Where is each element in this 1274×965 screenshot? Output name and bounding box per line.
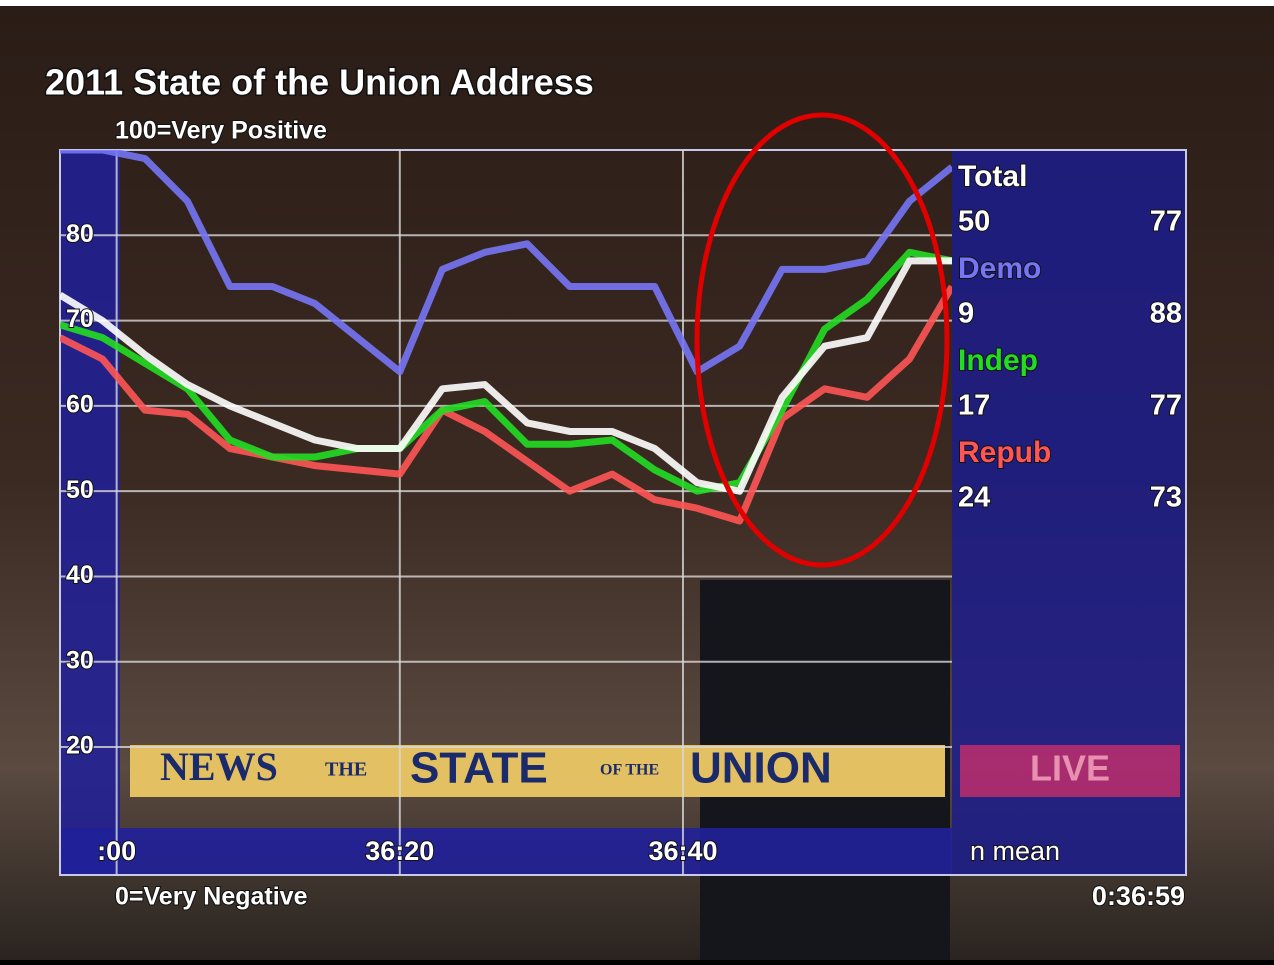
y-axis-strip <box>60 150 120 875</box>
x-axis-strip <box>60 828 952 875</box>
legend-stat: 9 <box>958 298 974 330</box>
legend-name: Indep <box>958 344 1038 377</box>
y-tick-label: 80 <box>66 220 94 248</box>
legend-stat: 50 <box>958 206 990 238</box>
legend-stat: 77 <box>1150 206 1182 238</box>
banner-text: OF THE <box>600 762 659 779</box>
legend-stat: 24 <box>958 482 990 514</box>
legend-name: Demo <box>958 252 1041 285</box>
live-label: LIVE <box>1030 748 1110 789</box>
y-tick-label: 70 <box>66 305 94 333</box>
x-tick-label: 36:20 <box>365 836 434 866</box>
y-tick-label: 20 <box>66 732 94 760</box>
top-strip <box>0 0 1274 6</box>
y-tick-label: 40 <box>66 561 94 589</box>
banner-text: STATE <box>410 744 548 793</box>
y-tick-label: 50 <box>66 476 94 504</box>
banner-text: NEWS <box>160 744 278 789</box>
legend-name: Total <box>958 160 1027 193</box>
clock: 0:36:59 <box>1092 881 1185 911</box>
y-top-label: 100=Very Positive <box>115 117 327 145</box>
banner-text: THE <box>325 759 367 781</box>
legend-stat: 88 <box>1150 298 1182 330</box>
x-tick-label: 36:40 <box>648 836 717 866</box>
stats-footer: n mean <box>970 836 1060 866</box>
legend-name: Repub <box>958 436 1051 469</box>
legend-stat: 73 <box>1150 482 1182 514</box>
broadcast-frame: NEWS THE STATE OF THE UNION LIVE 2011 St… <box>0 0 1274 960</box>
y-bottom-label: 0=Very Negative <box>115 883 308 911</box>
legend-stat: 17 <box>958 390 990 422</box>
legend-stat: 77 <box>1150 390 1182 422</box>
y-tick-label: 30 <box>66 646 94 674</box>
chart-title: 2011 State of the Union Address <box>45 62 594 103</box>
y-tick-label: 60 <box>66 390 94 418</box>
banner-text: UNION <box>690 744 832 793</box>
x-tick-label: :00 <box>97 836 136 866</box>
